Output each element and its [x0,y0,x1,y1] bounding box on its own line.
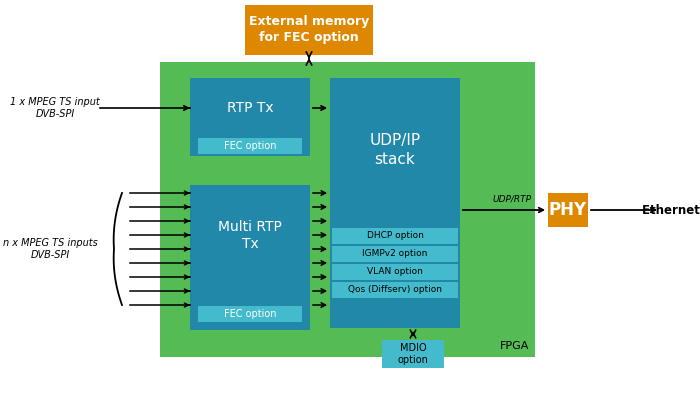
Text: RTP Tx: RTP Tx [227,101,273,115]
Text: Multi RTP
Tx: Multi RTP Tx [218,220,282,251]
Text: 1 x MPEG TS input
DVB-SPI: 1 x MPEG TS input DVB-SPI [10,97,100,119]
Text: Ethernet Out: Ethernet Out [642,204,700,217]
Bar [245,5,373,55]
Text: UDP/RTP: UDP/RTP [493,195,531,204]
Text: n x MPEG TS inputs
DVB-SPI: n x MPEG TS inputs DVB-SPI [3,238,97,260]
Bar [330,78,460,328]
Text: External memory
for FEC option: External memory for FEC option [249,15,369,44]
Text: VLAN option: VLAN option [367,268,423,276]
Bar [332,264,458,280]
Text: PHY: PHY [549,201,587,219]
Text: FEC option: FEC option [224,309,276,319]
Bar [198,138,302,154]
Text: IGMPv2 option: IGMPv2 option [363,249,428,259]
Bar [332,246,458,262]
Bar [190,78,310,156]
Text: Qos (Diffserv) option: Qos (Diffserv) option [348,286,442,295]
Bar [332,282,458,298]
Text: MDIO
option: MDIO option [398,343,428,365]
Text: UDP/IP
stack: UDP/IP stack [370,133,421,167]
Bar [332,228,458,244]
Text: FEC option: FEC option [224,141,276,151]
Text: DHCP option: DHCP option [367,232,424,240]
Bar [190,185,310,330]
Bar [548,193,588,227]
Bar [382,340,444,368]
Text: FPGA: FPGA [500,341,529,351]
Bar [160,62,535,357]
Bar [198,306,302,322]
